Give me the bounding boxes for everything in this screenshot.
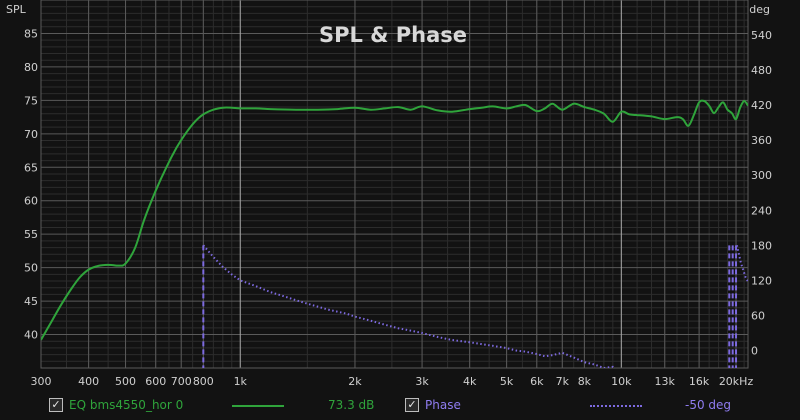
y2-tick-label: 0 xyxy=(751,344,758,357)
y2-tick-label: 360 xyxy=(751,134,772,147)
chart-title: SPL & Phase xyxy=(319,23,467,47)
x-tick-label: 600 xyxy=(145,375,166,388)
y-tick-label: 50 xyxy=(24,262,38,275)
legend-line-spl xyxy=(232,405,284,407)
phase-tail-line xyxy=(735,245,748,282)
y-tick-label: 60 xyxy=(24,195,38,208)
x-tick-label: 700 xyxy=(171,375,192,388)
y2-tick-label: 180 xyxy=(751,239,772,252)
y2-tick-label: 120 xyxy=(751,274,772,287)
x-tick-label: 6k xyxy=(530,375,544,388)
legend-line-phase xyxy=(590,405,642,407)
y2-axis-label: deg xyxy=(749,3,770,16)
x-tick-label: 20kHz xyxy=(719,375,754,388)
y-tick-label: 70 xyxy=(24,128,38,141)
legend-value-spl: 73.3 dB xyxy=(328,398,375,412)
x-tick-label: 300 xyxy=(31,375,52,388)
y-tick-label: 45 xyxy=(24,295,38,308)
y-tick-label: 80 xyxy=(24,61,38,74)
x-tick-label: 1k xyxy=(234,375,248,388)
x-tick-label: 4k xyxy=(463,375,477,388)
x-tick-label: 2k xyxy=(348,375,362,388)
y-axis-label: SPL xyxy=(6,3,27,16)
y-tick-label: 85 xyxy=(24,27,38,40)
x-tick-label: 500 xyxy=(115,375,136,388)
spl-visibility-checkbox[interactable]: ✓ xyxy=(49,398,63,412)
x-tick-label: 5k xyxy=(500,375,514,388)
spl-phase-chart: 40 45 50 55 60 65 70 75 80 85 0 60 120 180 240 300 360 42… xyxy=(6,0,772,388)
grid xyxy=(40,0,749,369)
legend-label-phase: Phase xyxy=(425,398,461,412)
legend-label-spl: EQ bms4550_hor 0 xyxy=(69,398,184,412)
y2-tick-label: 240 xyxy=(751,204,772,217)
legend-value-phase: -50 deg xyxy=(685,398,732,412)
legend-item-phase[interactable]: ✓ Phase xyxy=(405,398,461,412)
legend: ✓ EQ bms4550_hor 0 73.3 dB ✓ Phase -50 d… xyxy=(0,390,800,420)
y2-tick-label: 300 xyxy=(751,169,772,182)
plot-frame xyxy=(40,0,749,369)
x-tick-label: 7k xyxy=(556,375,570,388)
tick-labels: 40 45 50 55 60 65 70 75 80 85 0 60 120 180 240 300 360 42… xyxy=(24,27,772,388)
y-tick-label: 55 xyxy=(24,228,38,241)
x-tick-label: 3k xyxy=(415,375,429,388)
x-tick-label: 8k xyxy=(578,375,592,388)
y-tick-label: 65 xyxy=(24,161,38,174)
y2-tick-label: 420 xyxy=(751,99,772,112)
y-tick-label: 40 xyxy=(24,329,38,342)
y2-tick-label: 60 xyxy=(751,309,765,322)
y2-tick-label: 540 xyxy=(751,29,772,42)
spl-series-line xyxy=(41,99,748,341)
x-tick-label: 400 xyxy=(78,375,99,388)
x-tick-label: 10k xyxy=(611,375,632,388)
y-tick-label: 75 xyxy=(24,94,38,107)
series-layer xyxy=(41,99,748,368)
phase-visibility-checkbox[interactable]: ✓ xyxy=(405,398,419,412)
phase-series-line xyxy=(202,244,616,368)
legend-item-spl[interactable]: ✓ EQ bms4550_hor 0 xyxy=(49,398,183,412)
y2-tick-label: 480 xyxy=(751,64,772,77)
x-tick-label: 13k xyxy=(655,375,676,388)
x-tick-label: 800 xyxy=(193,375,214,388)
x-tick-label: 16k xyxy=(689,375,710,388)
